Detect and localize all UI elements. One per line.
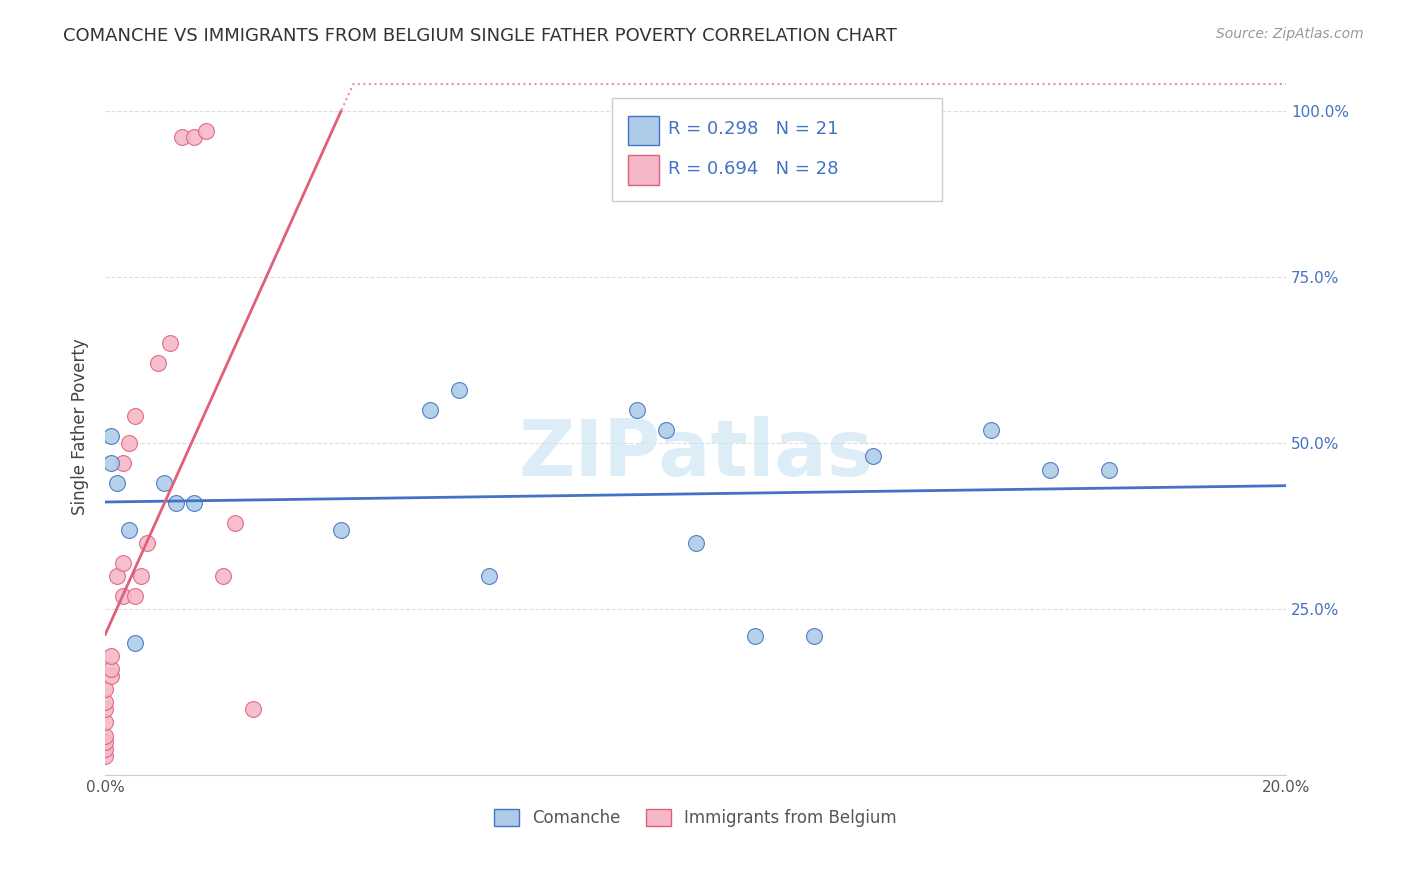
- Point: [105, 569, 128, 583]
- Point: [111, 456, 134, 470]
- Point: [100, 429, 122, 443]
- Point: [100, 456, 122, 470]
- Text: COMANCHE VS IMMIGRANTS FROM BELGIUM SINGLE FATHER POVERTY CORRELATION CHART: COMANCHE VS IMMIGRANTS FROM BELGIUM SING…: [63, 27, 897, 45]
- Legend: Comanche, Immigrants from Belgium: Comanche, Immigrants from Belgium: [488, 802, 904, 833]
- Point: [94, 681, 117, 696]
- Point: [100, 648, 122, 663]
- Point: [94, 742, 117, 756]
- Point: [655, 423, 678, 437]
- Point: [94, 715, 117, 730]
- Point: [124, 409, 146, 424]
- Point: [165, 496, 187, 510]
- Y-axis label: Single Father Poverty: Single Father Poverty: [72, 338, 89, 515]
- Point: [862, 450, 884, 464]
- Point: [419, 402, 441, 417]
- Point: [194, 123, 217, 137]
- Point: [129, 569, 152, 583]
- Point: [118, 523, 141, 537]
- Point: [803, 629, 825, 643]
- Point: [94, 729, 117, 743]
- Point: [224, 516, 246, 530]
- Point: [100, 669, 122, 683]
- Point: [94, 695, 117, 709]
- Point: [135, 536, 157, 550]
- Point: [1039, 463, 1062, 477]
- Point: [111, 556, 134, 570]
- Point: [183, 130, 205, 145]
- Point: [153, 475, 176, 490]
- Point: [242, 702, 264, 716]
- Point: [94, 735, 117, 749]
- Point: [170, 130, 193, 145]
- Point: [1098, 463, 1121, 477]
- Point: [94, 702, 117, 716]
- Point: [124, 589, 146, 603]
- Point: [449, 383, 471, 397]
- Point: [626, 402, 648, 417]
- Point: [124, 635, 146, 649]
- Text: Source: ZipAtlas.com: Source: ZipAtlas.com: [1216, 27, 1364, 41]
- Point: [118, 436, 141, 450]
- Point: [159, 336, 181, 351]
- Point: [980, 423, 1002, 437]
- Point: [212, 569, 235, 583]
- Text: R = 0.298   N = 21: R = 0.298 N = 21: [668, 120, 838, 138]
- Point: [744, 629, 766, 643]
- Text: R = 0.694   N = 28: R = 0.694 N = 28: [668, 160, 838, 178]
- Point: [100, 662, 122, 676]
- Point: [685, 536, 707, 550]
- Point: [94, 748, 117, 763]
- Text: ZIPatlas: ZIPatlas: [517, 417, 873, 492]
- Point: [148, 356, 170, 370]
- Point: [105, 475, 128, 490]
- Point: [330, 523, 353, 537]
- Point: [478, 569, 501, 583]
- Point: [111, 589, 134, 603]
- Point: [183, 496, 205, 510]
